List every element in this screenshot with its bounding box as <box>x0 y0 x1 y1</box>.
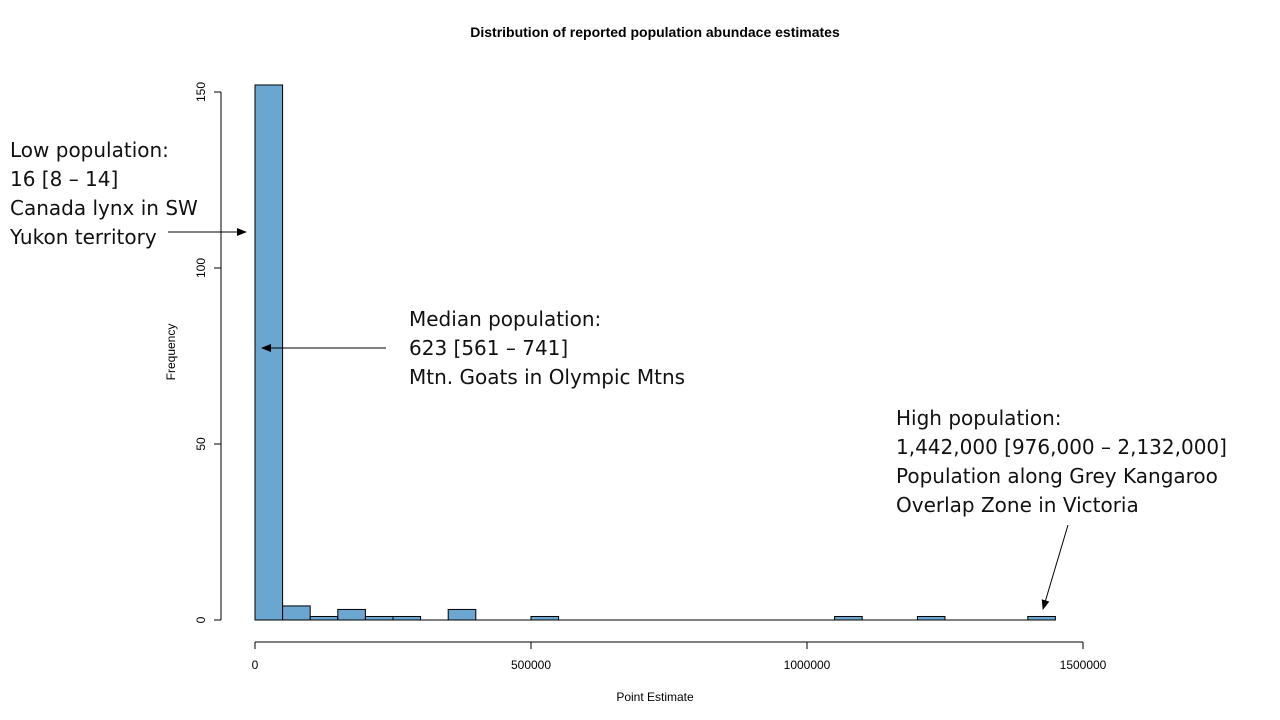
annotation-arrow-high <box>1041 524 1069 610</box>
x-tick-label: 1500000 <box>1060 658 1107 672</box>
x-axis-label: Point Estimate <box>616 690 694 704</box>
histogram-bar <box>364 615 394 621</box>
histogram-bar <box>447 608 477 621</box>
histogram-bar <box>392 615 422 621</box>
histogram-bar <box>530 615 560 621</box>
chart-title: Distribution of reported population abun… <box>470 24 840 40</box>
annotation-line: Population along Grey Kangaroo <box>896 464 1218 488</box>
histogram-bar <box>1027 615 1056 621</box>
histogram-bar <box>254 84 284 621</box>
annotation-line: Overlap Zone in Victoria <box>896 493 1139 517</box>
annotation-median-population: Median population: 623 [561 – 741] Mtn. … <box>409 305 685 392</box>
annotation-line: 623 [561 – 741] <box>409 336 569 360</box>
histogram-bar <box>916 615 946 621</box>
bars-group <box>254 84 1056 621</box>
annotation-high-population: High population: 1,442,000 [976,000 – 2,… <box>896 404 1227 520</box>
x-tick-label: 500000 <box>511 658 551 672</box>
histogram-bar <box>834 615 863 621</box>
x-tick-label: 1000000 <box>784 658 831 672</box>
annotation-line: Canada lynx in SW <box>10 196 198 220</box>
annotation-line: 16 [8 – 14] <box>10 167 119 191</box>
y-axis-label: Frequency <box>164 324 178 381</box>
y-tick-label: 50 <box>194 437 208 451</box>
y-axis: 0 50 100 150 <box>194 82 222 623</box>
annotation-line: 1,442,000 [976,000 – 2,132,000] <box>896 435 1227 459</box>
histogram-bar <box>282 605 311 621</box>
y-tick-label: 150 <box>194 82 208 102</box>
annotation-line: High population: <box>896 406 1062 430</box>
annotation-line: Mtn. Goats in Olympic Mtns <box>409 365 686 389</box>
annotation-line: Low population: <box>10 138 169 162</box>
annotation-low-population: Low population: 16 [8 – 14] Canada lynx … <box>10 136 198 252</box>
y-tick-label: 0 <box>194 616 208 623</box>
annotation-line: Yukon territory <box>10 225 157 249</box>
x-tick-label: 0 <box>252 658 259 672</box>
y-tick-label: 100 <box>194 258 208 278</box>
histogram-bar <box>309 615 339 621</box>
annotation-line: Median population: <box>409 307 602 331</box>
x-axis: 0 500000 1000000 1500000 <box>252 641 1107 672</box>
histogram-bar <box>337 608 366 621</box>
